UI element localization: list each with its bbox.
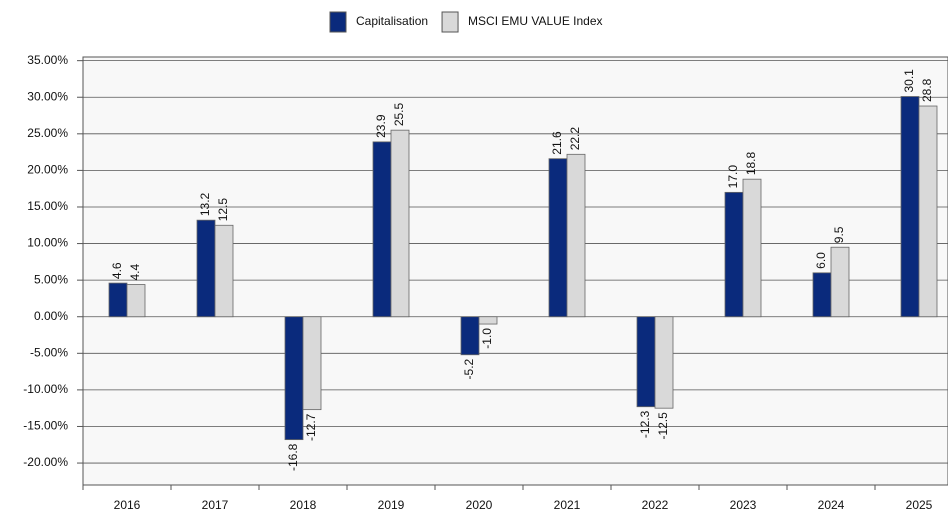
y-tick-label: 35.00% [27,53,68,67]
data-label: 4.4 [128,264,142,281]
y-tick-label: -10.00% [23,382,68,396]
legend-swatch [329,11,347,33]
y-tick-label: 10.00% [27,236,68,250]
x-tick-label: 2025 [906,498,933,512]
data-label: 21.6 [550,131,564,155]
data-label: 28.8 [920,78,934,102]
bar [830,246,850,318]
bar [284,316,304,441]
y-tick-label: 0.00% [34,309,68,323]
data-label: -16.8 [286,443,300,471]
data-label: 6.0 [814,252,828,269]
bar [918,105,938,318]
y-tick-label: -5.00% [30,345,68,359]
x-tick-label: 2019 [378,498,405,512]
bar [742,178,762,318]
legend-swatch [441,11,459,33]
bar [214,224,234,318]
bar [108,282,128,318]
bar [654,316,674,409]
x-tick-label: 2021 [554,498,581,512]
x-tick-label: 2018 [290,498,317,512]
data-label: -12.3 [638,410,652,438]
data-label: 17.0 [726,165,740,189]
data-label: 12.5 [216,198,230,222]
y-tick-label: 25.00% [27,126,68,140]
bar [478,316,498,325]
data-label: -5.2 [462,358,476,379]
bar [812,272,832,318]
y-tick-label: -20.00% [23,455,68,469]
x-tick-label: 2020 [466,498,493,512]
data-label: 18.8 [744,151,758,175]
data-label: 4.6 [110,262,124,279]
x-tick-label: 2023 [730,498,757,512]
x-tick-label: 2016 [114,498,141,512]
data-label: 25.5 [392,102,406,126]
data-label: 22.2 [568,127,582,151]
y-tick-label: 30.00% [27,89,68,103]
data-label: 23.9 [374,114,388,138]
data-label: -1.0 [480,328,494,349]
x-tick-label: 2017 [202,498,229,512]
data-label: 13.2 [198,192,212,216]
bar [196,219,216,318]
bar [636,316,656,408]
bar [302,316,322,411]
y-tick-label: 20.00% [27,163,68,177]
bar [566,153,586,318]
y-tick-label: 5.00% [34,272,68,286]
bar [372,141,392,318]
y-tick-label: 15.00% [27,199,68,213]
legend-label: Capitalisation [356,14,428,28]
y-tick-label: -15.00% [23,419,68,433]
x-tick-label: 2022 [642,498,669,512]
data-label: 30.1 [902,69,916,93]
x-tick-label: 2024 [818,498,845,512]
data-label: -12.5 [656,412,670,440]
data-label: 9.5 [832,226,846,243]
bar [548,158,568,318]
bar [724,191,744,318]
bar [126,284,146,318]
legend-label: MSCI EMU VALUE Index [468,14,602,28]
data-label: -12.7 [304,413,318,441]
bar [390,129,410,318]
bar [900,96,920,318]
bar [460,316,480,356]
